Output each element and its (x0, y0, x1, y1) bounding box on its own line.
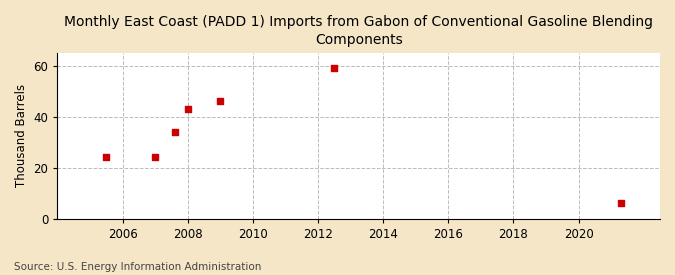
Point (101, 155, 112, 160)
Point (329, 66, 340, 70)
Y-axis label: Thousand Barrels: Thousand Barrels (15, 84, 28, 187)
Text: Source: U.S. Energy Information Administration: Source: U.S. Energy Information Administ… (14, 262, 261, 272)
Title: Monthly East Coast (PADD 1) Imports from Gabon of Conventional Gasoline Blending: Monthly East Coast (PADD 1) Imports from… (64, 15, 653, 47)
Point (150, 155, 161, 160)
Point (215, 99, 225, 103)
Point (169, 130, 180, 134)
Point (616, 201, 626, 206)
Point (182, 107, 193, 111)
